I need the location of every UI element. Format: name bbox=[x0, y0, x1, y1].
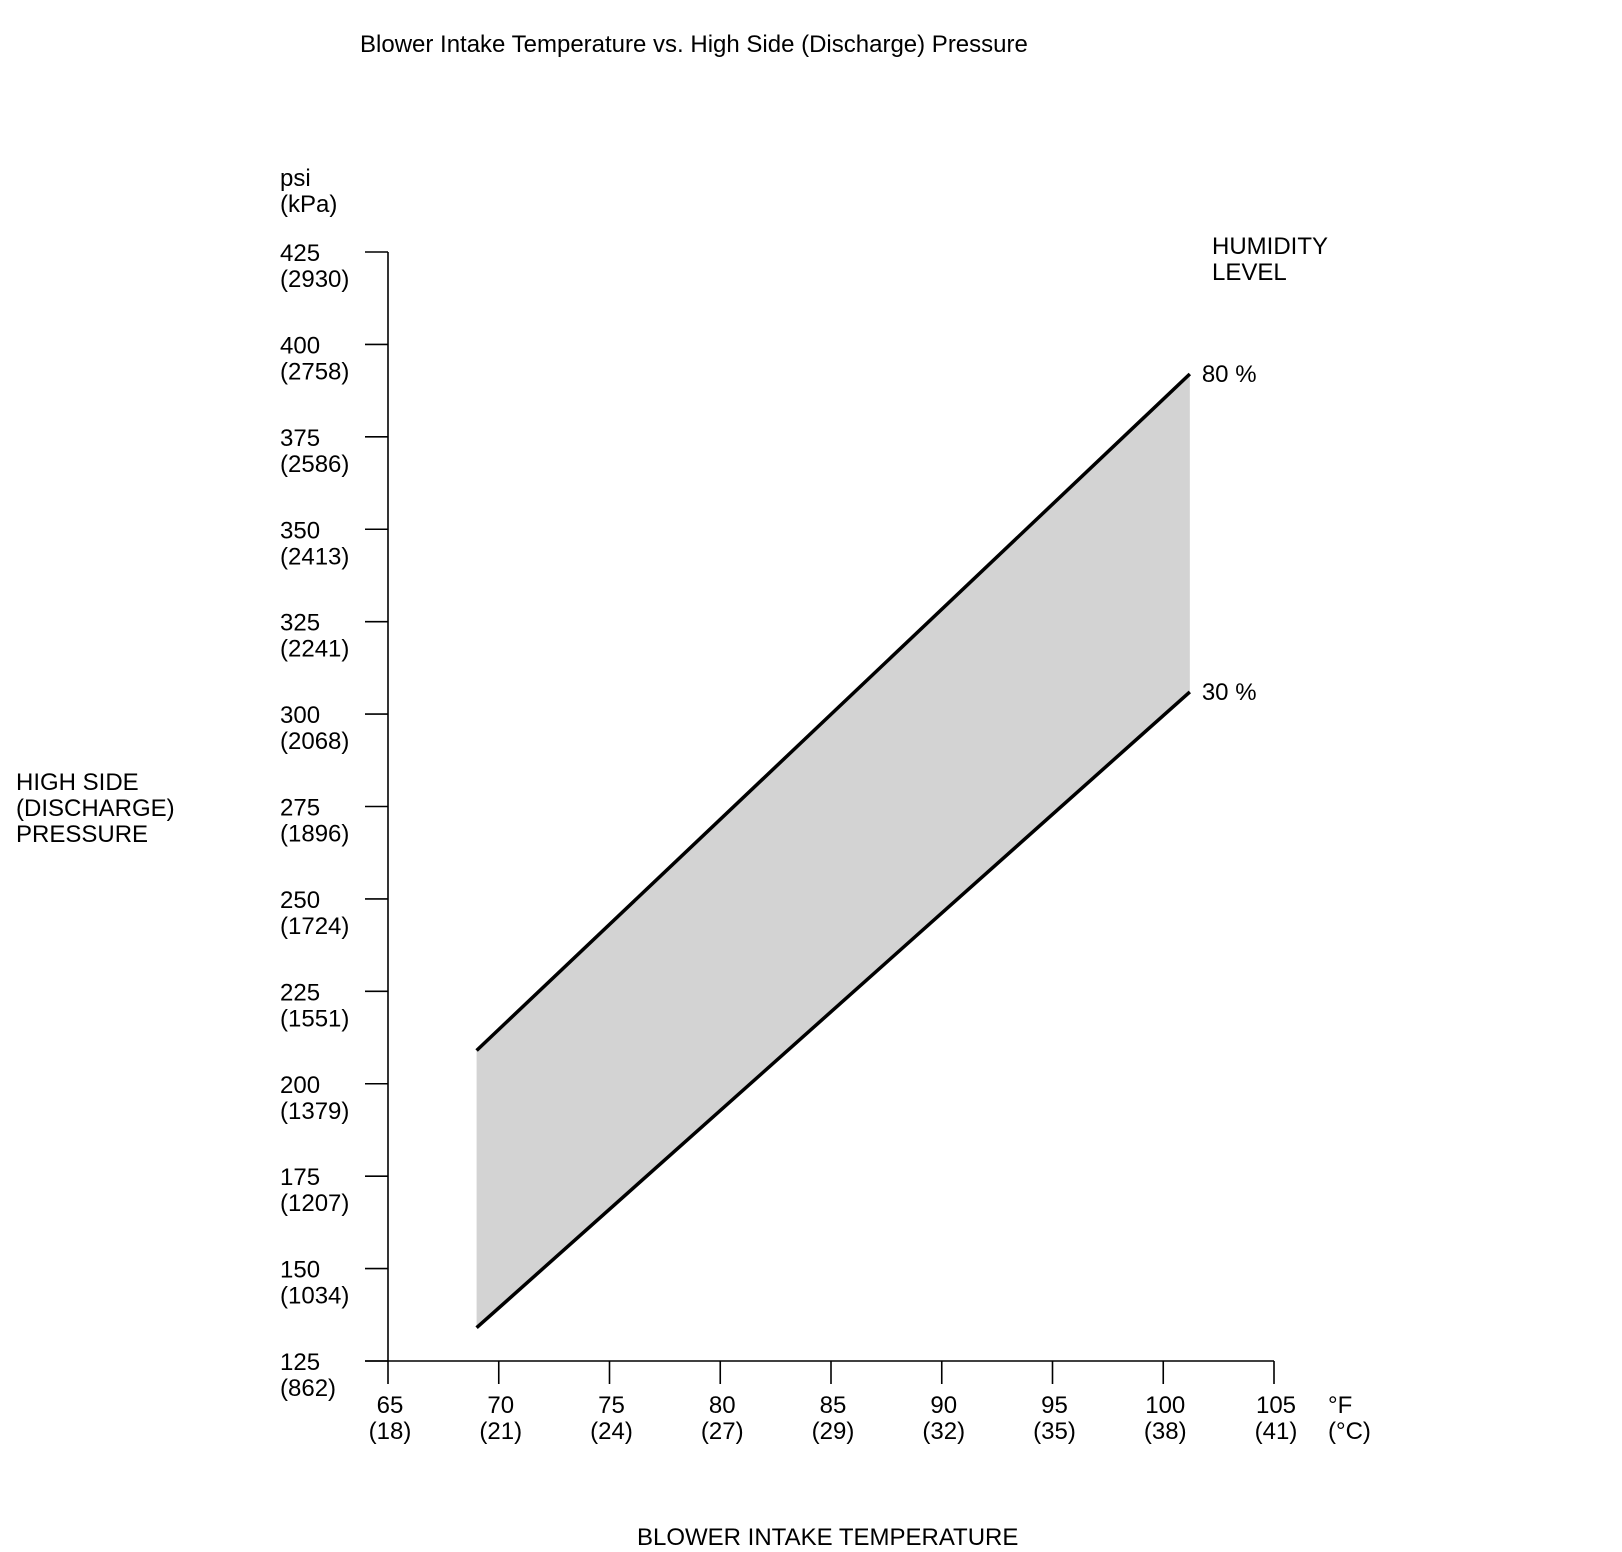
x-tick-label: 105 bbox=[1256, 1392, 1296, 1419]
y-tick-label: 125 bbox=[280, 1349, 320, 1376]
chart-title: Blower Intake Temperature vs. High Side … bbox=[360, 31, 1028, 58]
series-line-humidity-30 bbox=[475, 690, 1191, 1330]
x-tick-label: 100 bbox=[1145, 1392, 1185, 1419]
x-tick-label: 65 bbox=[377, 1392, 404, 1419]
x-tick-sublabel: (18) bbox=[369, 1418, 412, 1445]
series-label: 30 % bbox=[1202, 679, 1257, 706]
y-tick-label: 250 bbox=[280, 887, 320, 914]
y-tick-sublabel: (2241) bbox=[280, 636, 349, 663]
legend-title: HUMIDITY LEVEL bbox=[1212, 234, 1328, 286]
x-axis-unit: (°C) bbox=[1328, 1418, 1371, 1445]
y-tick-sublabel: (2758) bbox=[280, 358, 349, 385]
y-tick-sublabel: (1379) bbox=[280, 1098, 349, 1125]
series-line-humidity-80 bbox=[475, 372, 1192, 1052]
y-tick-label: 425 bbox=[280, 240, 320, 267]
x-tick-sublabel: (21) bbox=[479, 1418, 522, 1445]
y-tick-sublabel: (1896) bbox=[280, 821, 349, 848]
x-tick-sublabel: (41) bbox=[1255, 1418, 1298, 1445]
y-tick-label: 225 bbox=[280, 979, 320, 1006]
y-tick-label: 150 bbox=[280, 1257, 320, 1284]
x-tick-label: 75 bbox=[598, 1392, 625, 1419]
y-tick-sublabel: (1551) bbox=[280, 1005, 349, 1032]
x-tick-label: 85 bbox=[820, 1392, 847, 1419]
x-tick-sublabel: (38) bbox=[1144, 1418, 1187, 1445]
y-tick-label: 175 bbox=[280, 1164, 320, 1191]
x-tick-sublabel: (32) bbox=[922, 1418, 965, 1445]
y-tick-sublabel: (2586) bbox=[280, 451, 349, 478]
y-tick-label: 375 bbox=[280, 425, 320, 452]
x-tick-sublabel: (35) bbox=[1033, 1418, 1076, 1445]
y-tick-sublabel: (2930) bbox=[280, 266, 349, 293]
y-tick-sublabel: (2068) bbox=[280, 728, 349, 755]
y-tick-label: 350 bbox=[280, 517, 320, 544]
y-tick-sublabel: (1724) bbox=[280, 913, 349, 940]
legend-title-line: LEVEL bbox=[1212, 259, 1287, 286]
y-axis-unit: psi (kPa) bbox=[280, 166, 337, 218]
y-axis-unit-line: (kPa) bbox=[280, 191, 338, 218]
x-tick-label: 95 bbox=[1041, 1392, 1068, 1419]
x-tick-sublabel: (27) bbox=[701, 1418, 744, 1445]
y-tick-label: 275 bbox=[280, 795, 320, 822]
x-tick-sublabel: (29) bbox=[812, 1418, 855, 1445]
x-tick-label: 80 bbox=[709, 1392, 736, 1419]
y-tick-label: 400 bbox=[280, 332, 320, 359]
y-axis-label-line: HIGH SIDE bbox=[16, 769, 139, 796]
legend-title-line: HUMIDITY bbox=[1212, 233, 1328, 260]
y-tick-sublabel: (1034) bbox=[280, 1283, 349, 1310]
y-tick-sublabel: (1207) bbox=[280, 1190, 349, 1217]
y-tick-sublabel: (862) bbox=[280, 1375, 336, 1402]
y-axis-label-line: PRESSURE bbox=[16, 821, 149, 848]
y-tick-sublabel: (2413) bbox=[280, 543, 349, 570]
humidity-band bbox=[476, 373, 1190, 1328]
y-axis-unit-line: psi bbox=[280, 165, 311, 192]
y-tick-label: 325 bbox=[280, 610, 320, 637]
x-tick-label: 70 bbox=[487, 1392, 514, 1419]
y-axis-label-line: (DISCHARGE) bbox=[16, 795, 175, 822]
y-tick-label: 200 bbox=[280, 1072, 320, 1099]
y-tick-label: 300 bbox=[280, 702, 320, 729]
x-axis-unit: °F bbox=[1328, 1392, 1352, 1419]
series-label: 80 % bbox=[1202, 361, 1257, 388]
x-tick-label: 90 bbox=[930, 1392, 957, 1419]
x-tick-sublabel: (24) bbox=[590, 1418, 633, 1445]
y-axis-label: HIGH SIDE (DISCHARGE) PRESSURE bbox=[16, 770, 175, 848]
